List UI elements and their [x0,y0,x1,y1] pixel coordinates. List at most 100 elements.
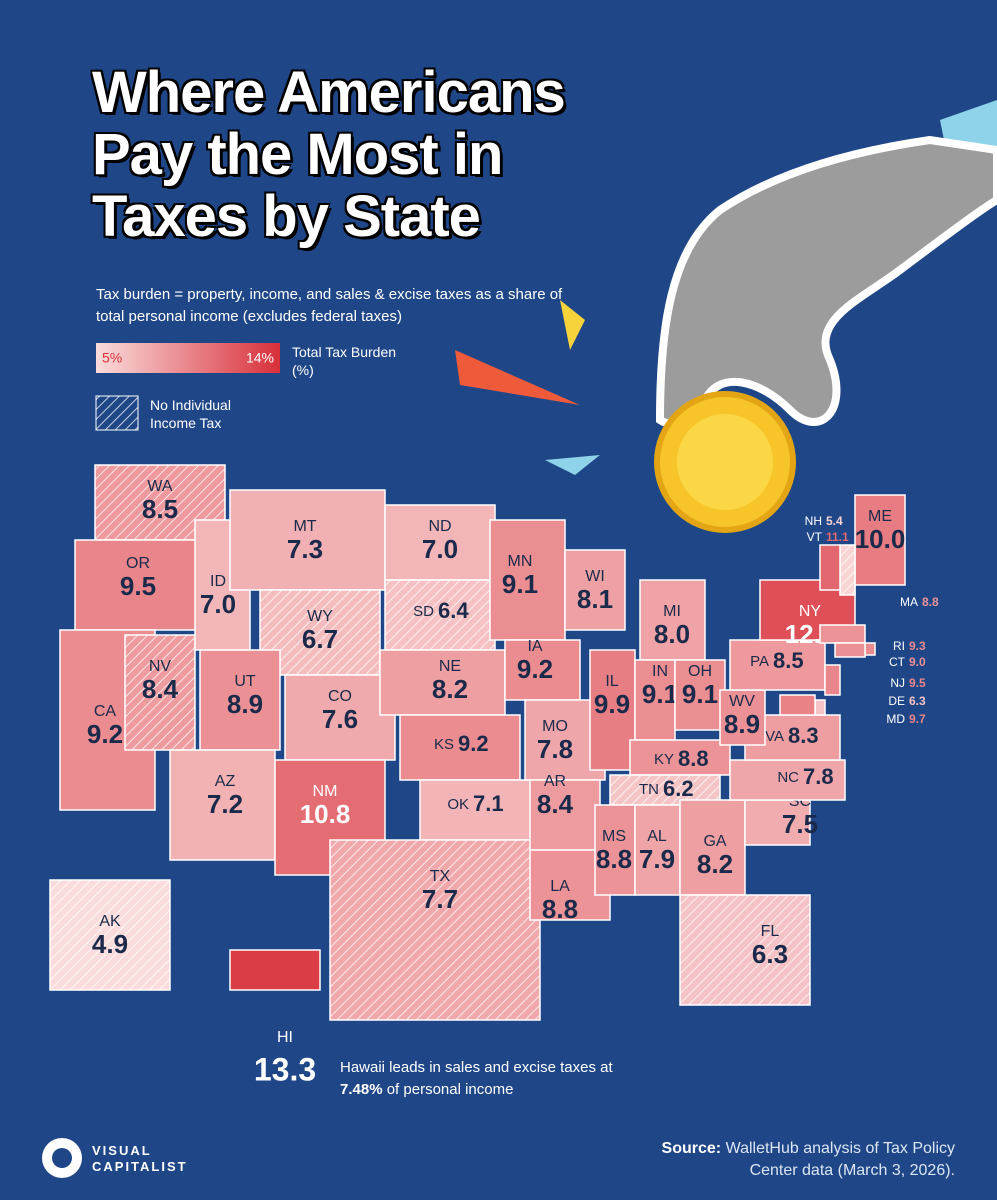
state: ND7.0 [384,504,496,581]
state: IL9.9 [589,649,636,771]
state-abbr: NM [313,783,338,800]
state-value: 9.2 [458,731,489,756]
state-value: 6.7 [302,624,338,654]
annotation-text: of personal income [382,1081,514,1098]
no-income-tax-hatch [385,580,495,650]
state-value: 9.5 [120,571,156,601]
state-value: 11.1 [826,530,849,544]
state: IN9.1 [634,659,678,741]
state-abbr: MN [508,553,533,570]
state-abbr: MA [900,595,918,609]
state-abbr: IN [652,663,668,680]
state: CT 9.0 [834,642,926,669]
state-shape [419,779,551,841]
state-shape [674,659,726,731]
state: OK 7.1 [419,779,551,841]
state-value: 8.8 [596,844,632,874]
state-shape [564,549,626,631]
state: DE 6.3 [814,694,926,716]
state: MA 8.8 [819,595,939,644]
state-abbr: IL [605,673,618,690]
state-value: 7.9 [639,844,675,874]
state-value: 9.5 [909,676,926,690]
state-shape [854,494,906,586]
decoration [455,100,997,533]
state: AZ7.2 [169,749,276,861]
state: GA8.2 [679,799,746,896]
state-shape [679,799,746,896]
state-value: 9.2 [517,654,553,684]
state-abbr: MO [542,718,568,735]
state: HI 13.3 [229,949,321,1087]
state-abbr: SD [413,603,434,620]
state-value: 8.4 [142,674,179,704]
state-shape [864,642,876,656]
subtitle: Tax burden = property, income, and sales… [96,286,563,325]
state-shape [744,799,811,846]
state-value: 7.7 [422,884,458,914]
state-abbr: DE [888,694,905,708]
no-income-tax-hatch [680,895,810,1005]
state-value: 8.9 [227,689,263,719]
state: OR9.5 [74,539,206,631]
state-value: 13.3 [254,1051,316,1087]
state: SD 6.4 [384,579,496,651]
state: KS 9.2 [399,714,521,781]
state: AR8.4 [529,773,601,851]
state: NV8.4 [124,634,196,751]
state-value: 7.1 [473,791,504,816]
state-value: 8.5 [142,494,178,524]
state: MN9.1 [489,519,566,641]
state-value: 8.8 [542,894,578,924]
state-abbr: CA [94,703,117,720]
state-shape [379,649,506,716]
logo: VISUAL CAPITALIST [92,1143,188,1174]
state: AL7.9 [634,804,681,896]
state-abbr: CO [328,688,352,705]
state-abbr: NV [149,658,172,675]
state-value: 7.5 [782,809,818,839]
state: KY 8.8 [629,739,731,776]
state-shape [779,694,816,716]
no-income-tax-hatch [50,880,170,990]
state-abbr: GA [703,833,726,850]
state: SC7.5 [744,793,818,846]
state-value: 7.8 [803,764,834,789]
state-abbr: AR [544,773,566,790]
state-shape [399,714,521,781]
state-shape [834,642,866,658]
source-label: Source: [661,1140,722,1157]
state-abbr: AZ [215,773,236,790]
state: NJ 9.5 [824,664,926,696]
state-abbr: MD [886,712,905,726]
state-shape [284,674,396,761]
state-value: 7.0 [200,589,236,619]
legend-title: Total Tax Burden (%) [292,344,397,378]
state-value: 4.9 [92,929,128,959]
state-value: 8.3 [788,723,819,748]
legend: 5% 14% [95,343,280,431]
state-value: 7.6 [322,704,358,734]
state-value: 9.2 [87,719,123,749]
state: NC 7.8 [729,759,846,801]
state-shape [819,544,841,591]
state-abbr: NJ [890,676,905,690]
state-abbr: HI [277,1029,293,1046]
state-abbr: IA [527,638,542,655]
state-abbr: WY [307,608,333,625]
hatch-label: No Individual Income Tax [150,397,231,431]
state-shape [634,804,681,896]
state-value: 8.5 [773,648,804,673]
state-abbr: OR [126,555,150,572]
state-value: 6.3 [752,939,788,969]
state-value: 7.0 [422,534,458,564]
state: WI8.1 [564,549,626,631]
state: PA 8.5 [729,639,826,691]
state-value: 9.9 [594,689,630,719]
state-shape [634,659,676,741]
state-value: 9.0 [909,655,926,669]
state-abbr: NC [777,769,799,786]
